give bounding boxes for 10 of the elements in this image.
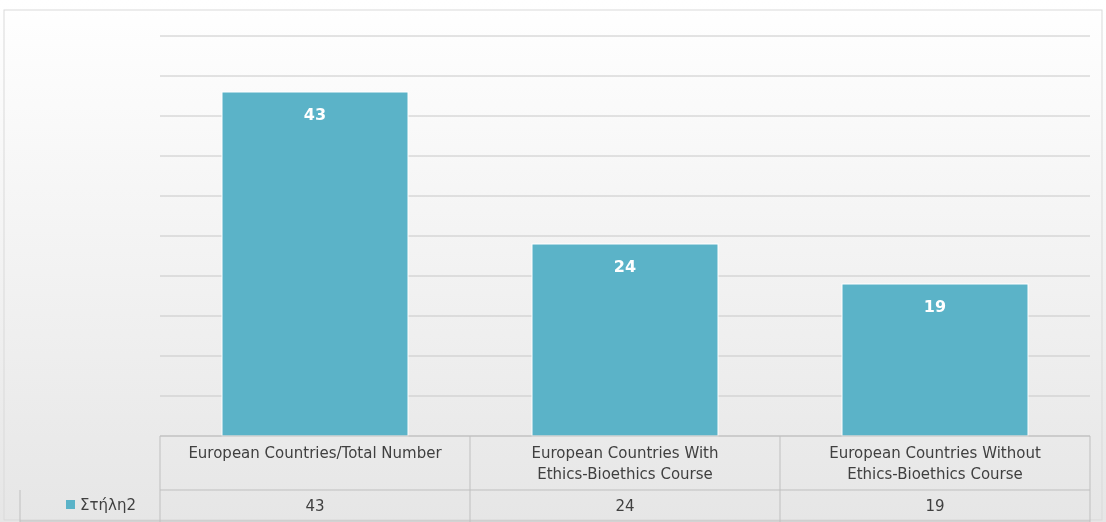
data-label: 43	[305, 497, 325, 515]
annotation: 19	[923, 297, 947, 316]
x-tick-label: European Countries Without Ethics-Bioethics Course	[829, 444, 1041, 483]
data-label: 24	[615, 497, 635, 515]
x-tick-label: European Countries With Ethics-Bioethics Course	[531, 444, 719, 483]
data-label: 19	[925, 497, 945, 515]
text: Στήλη2	[80, 496, 136, 514]
annotation: 24	[613, 257, 637, 276]
annotation: 43	[303, 105, 327, 124]
x-tick-label: European Countries/Total Number	[188, 444, 443, 462]
